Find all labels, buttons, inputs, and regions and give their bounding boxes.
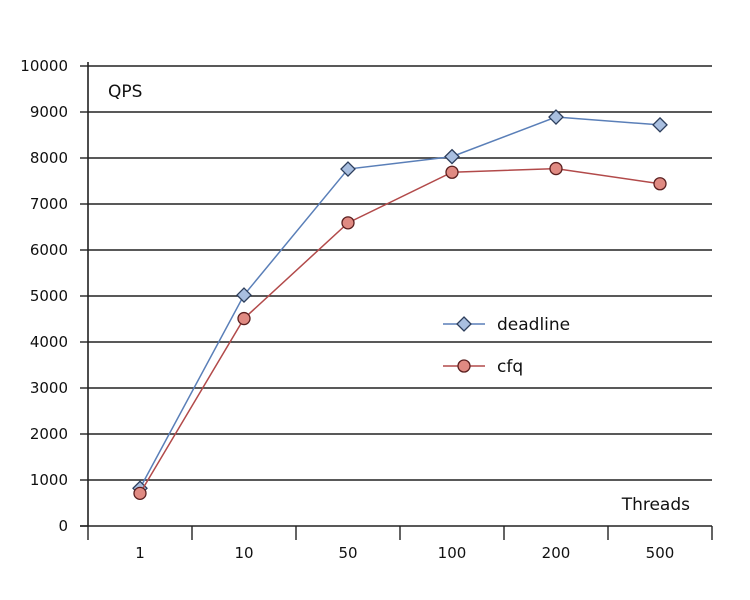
axes: [80, 62, 713, 540]
data-point-cfq: [237, 311, 251, 326]
data-point-deadline: [444, 148, 460, 165]
x-tick-label: 100: [438, 544, 467, 562]
y-tick-label: 0: [58, 517, 68, 535]
legend-item-cfq: cfq: [443, 357, 523, 377]
y-axis-title: QPS: [108, 82, 142, 102]
y-tick-label: 8000: [30, 149, 68, 167]
legend: deadline cfq: [443, 315, 570, 377]
y-tick-label: 9000: [30, 103, 68, 121]
x-tick-label: 200: [542, 544, 571, 562]
legend-marker-deadline: [456, 316, 472, 332]
data-point-cfq: [341, 216, 355, 230]
data-point-deadline: [652, 116, 668, 133]
y-tick-label: 10000: [20, 57, 68, 75]
y-tick-label: 6000: [30, 241, 68, 259]
y-tick-label: 3000: [30, 379, 68, 397]
y-tick-label: 7000: [30, 195, 68, 213]
x-tick-label: 50: [338, 544, 357, 562]
y-tick-label: 5000: [30, 287, 68, 305]
series-group: [132, 109, 668, 500]
x-tick-label: 10: [234, 544, 253, 562]
x-axis-title: Threads: [621, 495, 690, 515]
data-point-cfq: [653, 177, 667, 191]
y-tick-label: 1000: [30, 471, 68, 489]
x-tick-label: 500: [646, 544, 675, 562]
data-point-deadline: [340, 161, 356, 177]
x-tick-label: 1: [135, 544, 145, 562]
series-line-cfq: [139, 167, 661, 494]
tick-labels: 0 1000 2000 3000 4000 5000 6000 7000 8000 9000 100…: [20, 57, 674, 562]
legend-label: cfq: [497, 357, 523, 377]
data-point-deadline: [236, 287, 252, 303]
y-tick-label: 2000: [30, 425, 68, 443]
legend-marker-cfq: [457, 359, 471, 373]
legend-label: deadline: [497, 315, 570, 335]
grid: [88, 65, 712, 481]
series-line-deadline: [139, 116, 661, 489]
data-point-cfq: [549, 161, 563, 176]
data-point-cfq: [445, 165, 459, 179]
series-deadline: [132, 109, 668, 497]
y-tick-label: 4000: [30, 333, 68, 351]
legend-item-deadline: deadline: [443, 315, 570, 335]
data-point-deadline: [548, 109, 564, 125]
data-point-cfq: [133, 486, 147, 500]
series-cfq: [133, 161, 667, 500]
